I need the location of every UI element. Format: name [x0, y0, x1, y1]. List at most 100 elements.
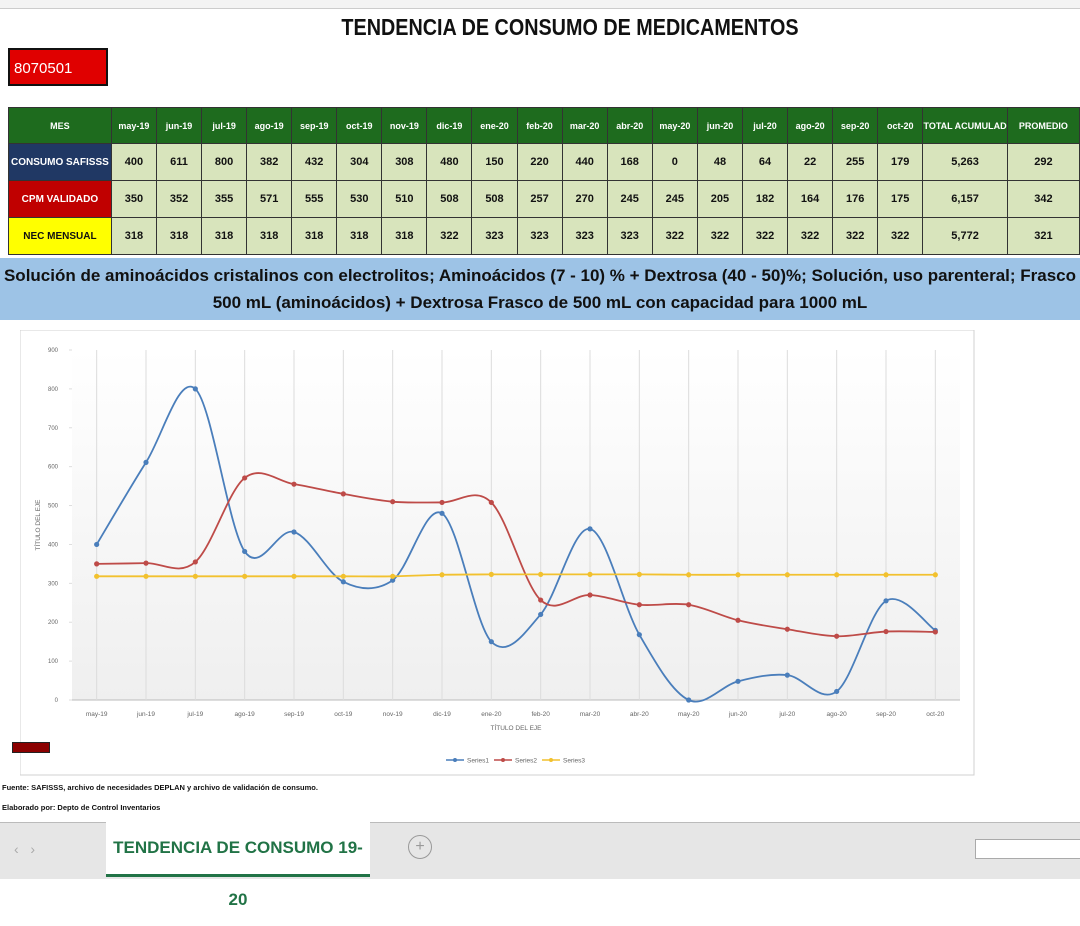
cell[interactable]: sep-20: [832, 107, 879, 144]
cell[interactable]: 5,772: [922, 217, 1008, 255]
cell[interactable]: may-20: [651, 107, 698, 144]
cell[interactable]: 164: [787, 180, 834, 218]
cell[interactable]: 508: [471, 180, 518, 218]
cell[interactable]: jul-20: [741, 107, 789, 144]
cell[interactable]: 176: [832, 180, 879, 218]
cell[interactable]: 168: [606, 143, 653, 181]
cell[interactable]: 400: [110, 143, 158, 181]
cell[interactable]: 323: [606, 217, 653, 255]
cell[interactable]: 5,263: [922, 143, 1008, 181]
row-label[interactable]: CONSUMO SAFISSS: [8, 143, 112, 181]
x-tick-label: feb-20: [531, 711, 550, 718]
cell[interactable]: 382: [246, 143, 293, 181]
point: [143, 459, 149, 465]
cell[interactable]: 64: [741, 143, 789, 181]
nav-arrows[interactable]: ‹ ›: [14, 841, 35, 857]
cell[interactable]: 270: [561, 180, 608, 218]
cell[interactable]: 321: [1006, 217, 1080, 255]
cell[interactable]: 205: [696, 180, 744, 218]
x-tick-label: oct-19: [334, 711, 352, 718]
cell[interactable]: 175: [877, 180, 924, 218]
cell[interactable]: 0: [651, 143, 698, 181]
cell[interactable]: 48: [696, 143, 744, 181]
cell[interactable]: 571: [246, 180, 293, 218]
cell[interactable]: jun-19: [155, 107, 203, 144]
cell[interactable]: 322: [877, 217, 924, 255]
cell[interactable]: 800: [201, 143, 248, 181]
point: [143, 573, 149, 579]
cell[interactable]: 318: [110, 217, 158, 255]
cell[interactable]: 611: [155, 143, 203, 181]
cell[interactable]: 322: [696, 217, 744, 255]
cell[interactable]: 292: [1006, 143, 1080, 181]
cell[interactable]: mar-20: [561, 107, 608, 144]
cell[interactable]: sep-19: [291, 107, 338, 144]
cell[interactable]: 323: [471, 217, 518, 255]
cell[interactable]: abr-20: [606, 107, 653, 144]
point: [488, 571, 494, 577]
cell[interactable]: 318: [201, 217, 248, 255]
cell[interactable]: 318: [381, 217, 428, 255]
cell[interactable]: 322: [651, 217, 698, 255]
cell[interactable]: TOTAL ACUMULAD: [922, 107, 1008, 144]
cell[interactable]: 355: [201, 180, 248, 218]
cell[interactable]: 510: [381, 180, 428, 218]
cell[interactable]: 322: [787, 217, 834, 255]
row-label[interactable]: NEC MENSUAL: [8, 217, 112, 255]
cell[interactable]: 318: [336, 217, 383, 255]
cell[interactable]: 342: [1006, 180, 1080, 218]
cell[interactable]: jul-19: [201, 107, 248, 144]
cell[interactable]: 323: [561, 217, 608, 255]
cell[interactable]: 245: [651, 180, 698, 218]
cell[interactable]: 182: [741, 180, 789, 218]
cell[interactable]: ago-19: [246, 107, 293, 144]
cell[interactable]: ene-20: [471, 107, 518, 144]
code-cell[interactable]: 8070501: [8, 48, 108, 86]
cell[interactable]: 304: [336, 143, 383, 181]
cell[interactable]: 150: [471, 143, 518, 181]
cell[interactable]: 508: [426, 180, 473, 218]
cell[interactable]: oct-19: [336, 107, 383, 144]
cell[interactable]: 6,157: [922, 180, 1008, 218]
cell[interactable]: 322: [832, 217, 879, 255]
cell[interactable]: 255: [832, 143, 879, 181]
cell[interactable]: dic-19: [426, 107, 473, 144]
cell[interactable]: 555: [291, 180, 338, 218]
cell[interactable]: 257: [516, 180, 563, 218]
cell[interactable]: 322: [741, 217, 789, 255]
add-sheet[interactable]: +: [408, 835, 432, 859]
row-label[interactable]: CPM VALIDADO: [8, 180, 112, 218]
cell[interactable]: 432: [291, 143, 338, 181]
cell[interactable]: 318: [155, 217, 203, 255]
cell[interactable]: 22: [787, 143, 834, 181]
cell[interactable]: 308: [381, 143, 428, 181]
cell[interactable]: 352: [155, 180, 203, 218]
cell[interactable]: 318: [246, 217, 293, 255]
sheet-tab[interactable]: TENDENCIA DE CONSUMO 19-20: [106, 822, 370, 909]
cell[interactable]: 179: [877, 143, 924, 181]
point: [94, 573, 100, 579]
cell[interactable]: feb-20: [516, 107, 563, 144]
cell[interactable]: oct-20: [877, 107, 924, 144]
cell[interactable]: 318: [291, 217, 338, 255]
point: [784, 672, 790, 678]
cell[interactable]: PROMEDIO: [1006, 107, 1080, 144]
cell[interactable]: 350: [110, 180, 158, 218]
cell[interactable]: may-19: [110, 107, 158, 144]
cell[interactable]: nov-19: [381, 107, 428, 144]
cell[interactable]: ago-20: [787, 107, 834, 144]
cell[interactable]: jun-20: [696, 107, 744, 144]
cell[interactable]: 440: [561, 143, 608, 181]
cell[interactable]: 322: [426, 217, 473, 255]
point: [291, 481, 297, 487]
cell[interactable]: 323: [516, 217, 563, 255]
cell[interactable]: 530: [336, 180, 383, 218]
column-headers: [0, 0, 1080, 9]
row-label[interactable]: MES: [8, 107, 112, 144]
cell[interactable]: 220: [516, 143, 563, 181]
point: [390, 577, 396, 583]
point: [587, 571, 593, 577]
cell[interactable]: 480: [426, 143, 473, 181]
cell[interactable]: 245: [606, 180, 653, 218]
h-scrollbar[interactable]: [975, 839, 1080, 859]
